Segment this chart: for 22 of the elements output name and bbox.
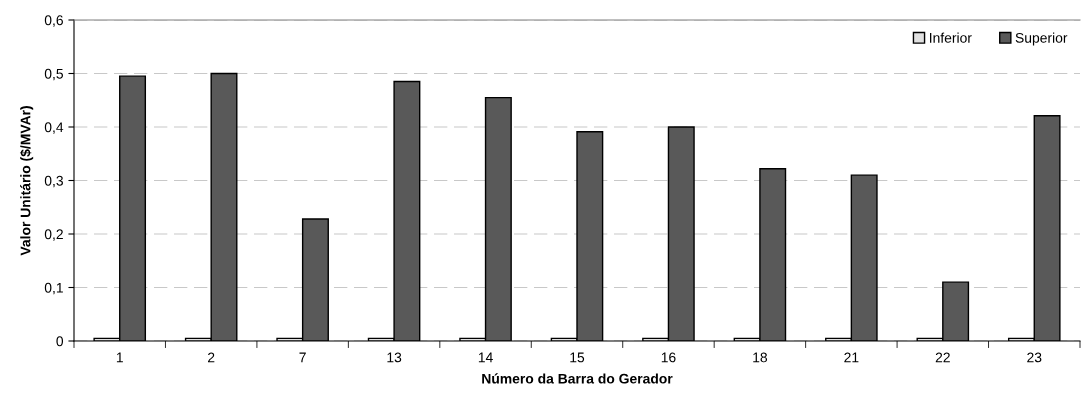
x-tick-label: 1 xyxy=(116,352,123,363)
y-tick-label: 0,2 xyxy=(44,229,63,241)
x-tick-label: 2 xyxy=(208,352,215,363)
y-tick-label: 0,4 xyxy=(44,122,64,134)
x-tick-label: 23 xyxy=(1027,352,1042,363)
y-tick-label: 0,6 xyxy=(44,15,63,27)
x-tick-label: 21 xyxy=(844,352,859,363)
y-axis-title: Valor Unitário ($/MVAr) xyxy=(19,106,34,256)
x-tick-label: 13 xyxy=(387,352,402,363)
x-tick-label: 14 xyxy=(478,352,493,363)
y-tick-label: 0,3 xyxy=(44,175,63,188)
legend-label: Superior xyxy=(1015,32,1068,46)
x-axis-title: Número da Barra do Gerador xyxy=(482,373,673,384)
y-tick-label: 0,1 xyxy=(44,282,63,295)
x-tick-label: 22 xyxy=(935,352,950,363)
x-tick-label: 18 xyxy=(753,352,768,363)
x-tick-label: 15 xyxy=(570,352,585,363)
y-tick-label: 0,5 xyxy=(44,68,63,81)
x-tick-label: 7 xyxy=(299,352,306,363)
legend-label: Inferior xyxy=(930,32,972,43)
x-tick-label: 16 xyxy=(661,352,676,363)
y-tick-label: 0 xyxy=(56,336,64,347)
